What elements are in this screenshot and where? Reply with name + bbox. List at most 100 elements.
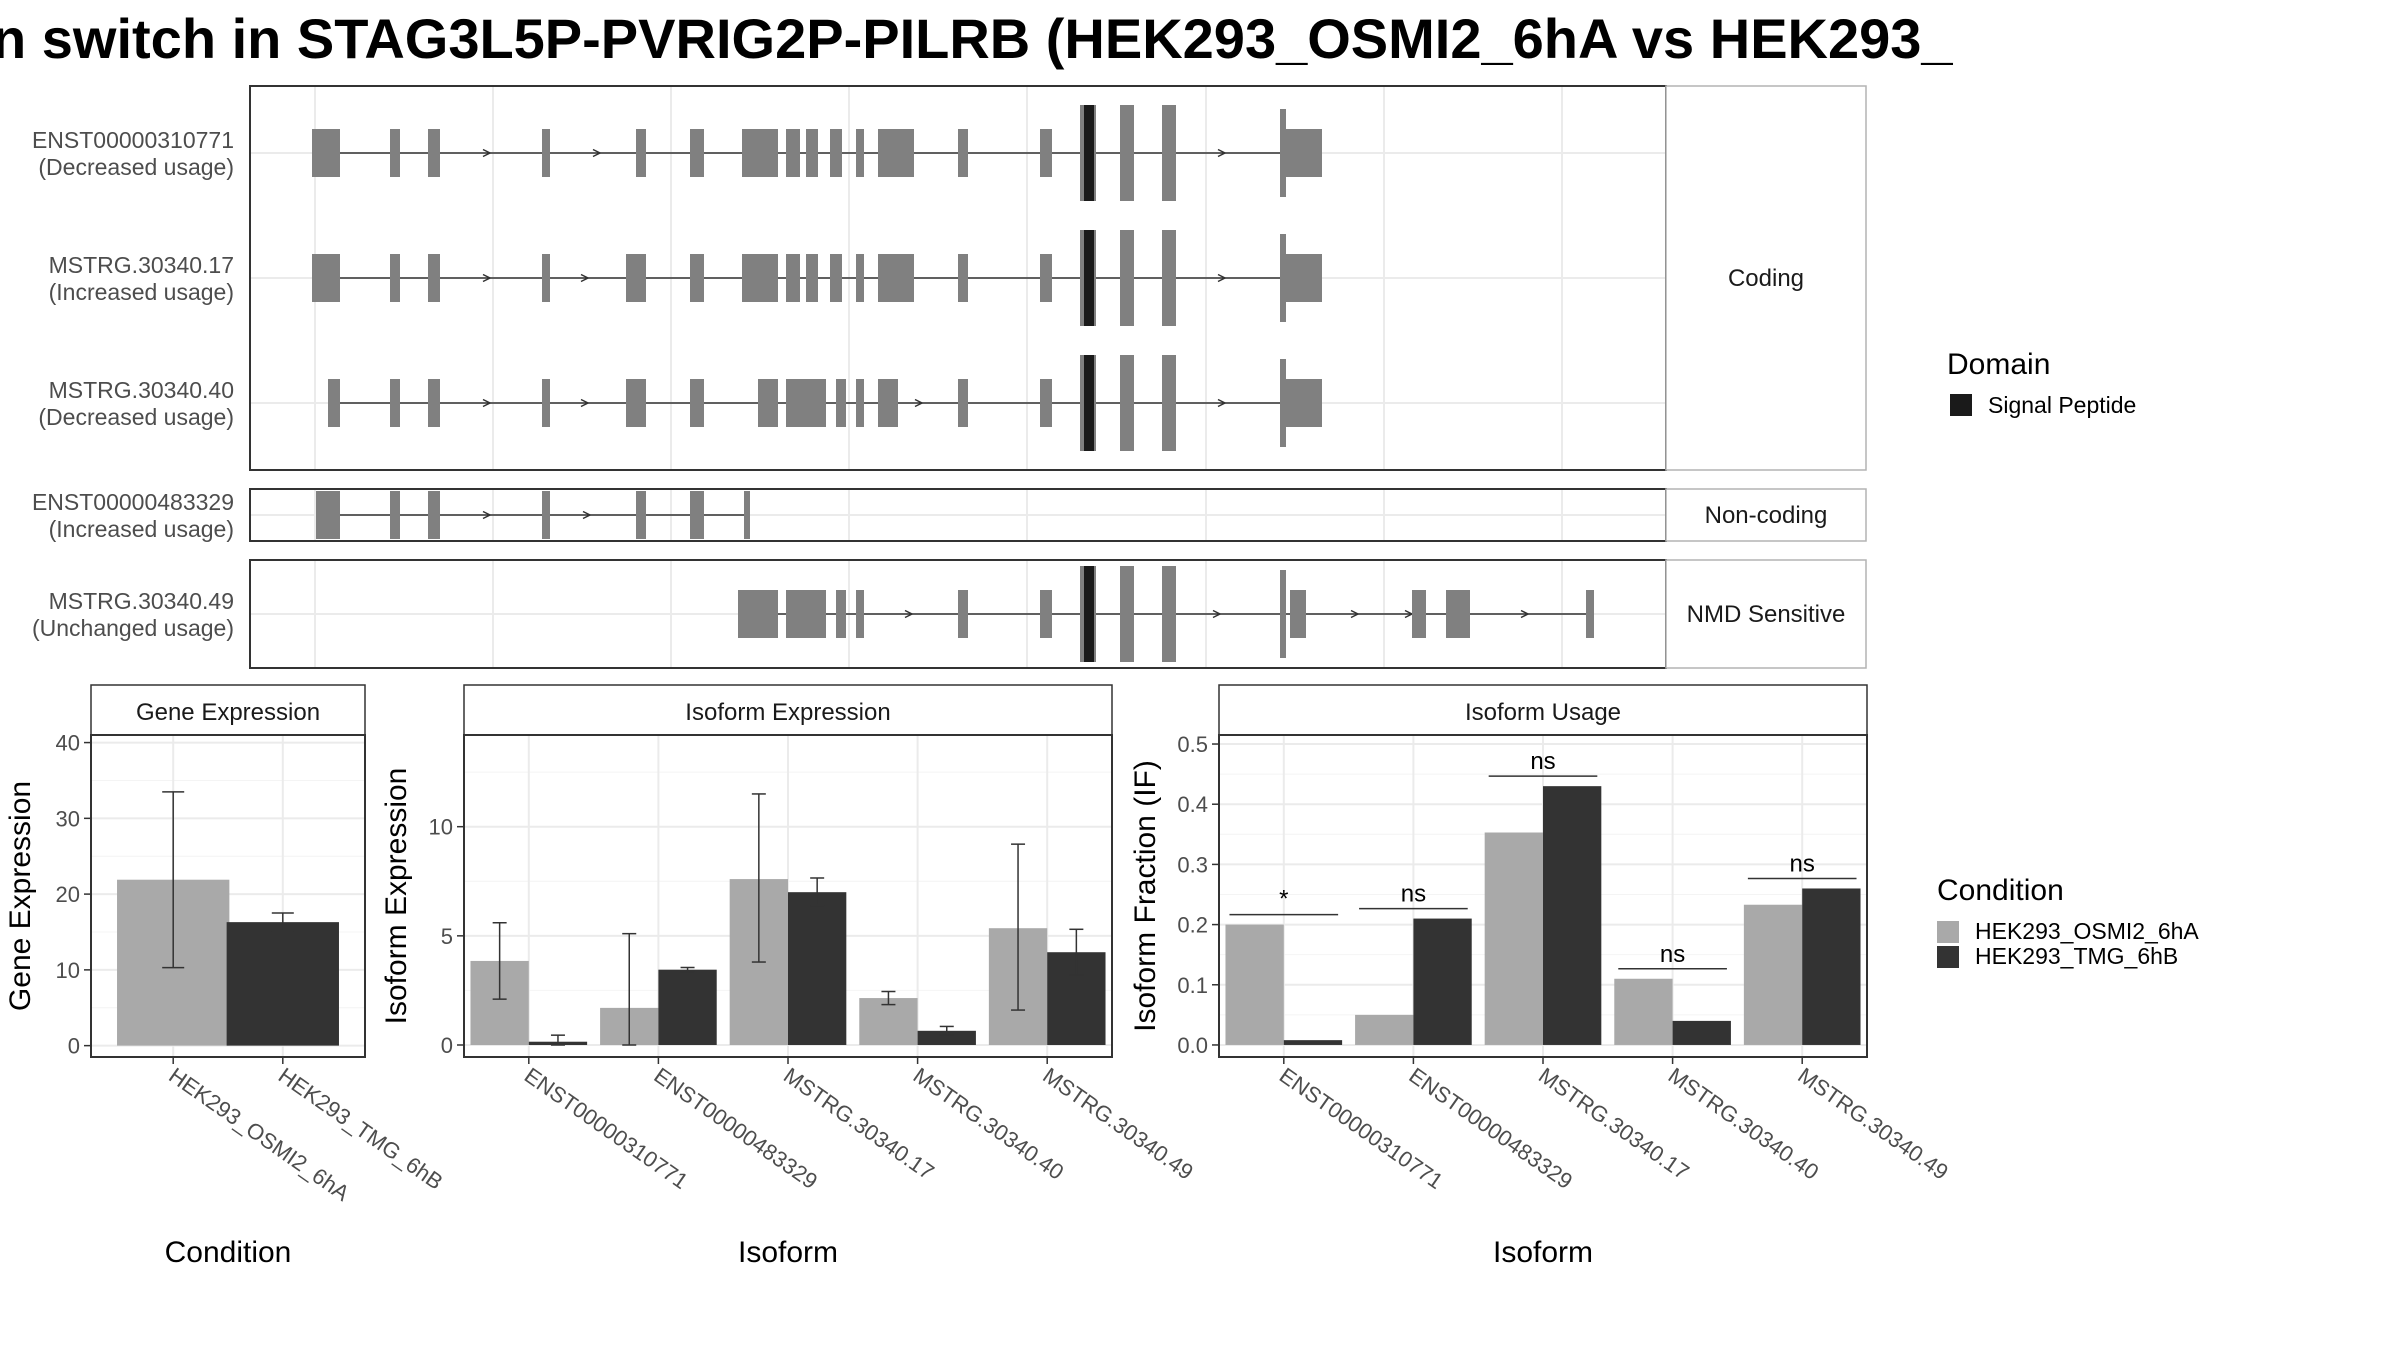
- exon: [1280, 359, 1286, 447]
- exon: [830, 129, 842, 177]
- bar: [788, 892, 847, 1045]
- y-tick-label: 0.4: [1177, 792, 1208, 817]
- exon: [856, 379, 864, 427]
- exon: [390, 379, 400, 427]
- transcript-usage-label: (Increased usage): [49, 279, 234, 305]
- chart-title: Isoform Usage: [1465, 699, 1621, 726]
- x-axis-title: Isoform: [738, 1236, 838, 1269]
- y-tick-label: 0.2: [1177, 913, 1208, 938]
- exon: [786, 379, 826, 427]
- condition-legend-title: Condition: [1937, 874, 2064, 907]
- exon: [1162, 566, 1176, 662]
- exon: [390, 254, 400, 302]
- direction-arrow: [482, 273, 492, 283]
- exon: [542, 254, 550, 302]
- direction-arrow: [580, 398, 590, 408]
- exon: [1040, 129, 1052, 177]
- y-tick-label: 10: [429, 815, 453, 840]
- exon: [542, 491, 550, 539]
- exon: [1290, 590, 1306, 638]
- exon: [690, 254, 704, 302]
- bar: [1802, 888, 1861, 1045]
- exon: [836, 379, 846, 427]
- transcript-id-label: ENST00000483329: [32, 489, 234, 515]
- direction-arrow: [1212, 609, 1222, 619]
- exon: [312, 129, 340, 177]
- direction-arrow: [482, 148, 492, 158]
- direction-arrow: [582, 510, 592, 520]
- facet-strip-label: Coding: [1728, 265, 1804, 292]
- bar: [917, 1030, 976, 1045]
- bar: [859, 998, 918, 1045]
- exon: [786, 129, 800, 177]
- direction-arrow: [1217, 273, 1227, 283]
- exon: [878, 129, 914, 177]
- y-axis-title: Isoform Fraction (IF): [1129, 760, 1162, 1032]
- exon: [1280, 570, 1286, 658]
- significance-label: ns: [1660, 941, 1685, 968]
- x-tick-label: HEK293_OSMI2_6hA: [164, 1063, 354, 1206]
- exon: [856, 254, 864, 302]
- bar: [1413, 918, 1472, 1045]
- direction-arrow: [592, 148, 602, 158]
- facet-strip: [1218, 684, 1868, 736]
- significance-label: ns: [1790, 850, 1815, 877]
- exon: [428, 491, 440, 539]
- bar-chart-panel: Isoform Expression0510ENST00000310771ENS…: [380, 684, 1198, 1269]
- signal-peptide-domain: [1084, 105, 1094, 201]
- exon: [1286, 379, 1322, 427]
- direction-arrow: [1217, 148, 1227, 158]
- transcript-id-label: ENST00000310771: [32, 127, 234, 153]
- y-tick-label: 0.3: [1177, 852, 1208, 877]
- transcript-usage-label: (Decreased usage): [38, 154, 234, 180]
- exon: [1120, 566, 1134, 662]
- exon: [542, 379, 550, 427]
- transcript-id-label: MSTRG.30340.40: [49, 377, 234, 403]
- condition-legend-label: HEK293_OSMI2_6hA: [1975, 918, 2199, 944]
- exon: [878, 379, 898, 427]
- bar: [658, 969, 717, 1045]
- exon: [1280, 109, 1286, 197]
- exon: [830, 254, 842, 302]
- bar: [1672, 1020, 1731, 1045]
- exon: [390, 491, 400, 539]
- exon: [856, 129, 864, 177]
- exon: [690, 379, 704, 427]
- signal-peptide-domain: [1084, 566, 1094, 662]
- exon: [958, 254, 968, 302]
- legends: Domain Signal Peptide Condition HEK293_OSMI…: [1937, 348, 2199, 969]
- y-tick-label: 5: [441, 924, 453, 949]
- figure-title: n switch in STAG3L5P-PVRIG2P-PILRB (HEK2…: [0, 7, 1953, 70]
- facet-strip: [1665, 85, 1867, 471]
- exon: [742, 254, 778, 302]
- domain-legend-key: [1950, 394, 1972, 416]
- exon: [1412, 590, 1426, 638]
- transcript-usage-label: (Decreased usage): [38, 404, 234, 430]
- exon: [786, 254, 800, 302]
- exon: [626, 254, 646, 302]
- exon: [690, 491, 704, 539]
- exon: [1286, 254, 1322, 302]
- y-tick-label: 0.5: [1177, 732, 1208, 757]
- exon: [758, 379, 778, 427]
- exon: [636, 491, 646, 539]
- y-tick-label: 0.1: [1177, 973, 1208, 998]
- exon: [1040, 254, 1052, 302]
- direction-arrow: [1217, 398, 1227, 408]
- y-axis-title: Isoform Expression: [380, 768, 413, 1025]
- facet-strip-label: Non-coding: [1705, 502, 1828, 529]
- transcript-structure-plot: ENST00000310771(Decreased usage)MSTRG.30…: [32, 85, 1867, 669]
- exon: [626, 379, 646, 427]
- bar: [1355, 1014, 1414, 1045]
- y-tick-label: 0: [441, 1033, 453, 1058]
- exon: [428, 129, 440, 177]
- exon: [1162, 355, 1176, 451]
- domain-legend-title: Domain: [1947, 348, 2050, 381]
- exon: [390, 129, 400, 177]
- y-tick-label: 0: [68, 1034, 80, 1059]
- facet-strip: [1665, 488, 1867, 542]
- direction-arrow: [482, 510, 492, 520]
- direction-arrow: [904, 609, 914, 619]
- facet-strip: [463, 684, 1113, 736]
